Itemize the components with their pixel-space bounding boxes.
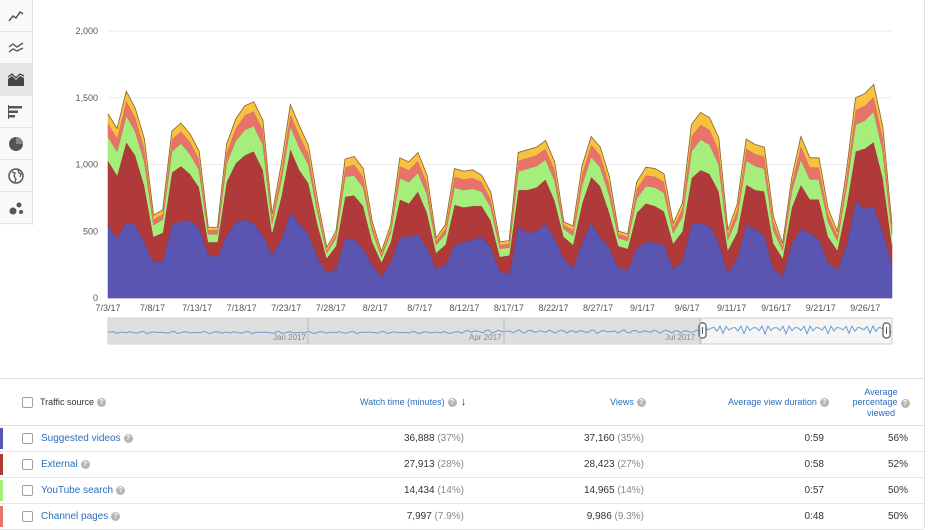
stacked-area-chart-button[interactable] — [0, 64, 32, 96]
select-all-checkbox[interactable] — [22, 397, 33, 408]
help-icon[interactable]: ? — [900, 398, 910, 408]
series-line-other — [107, 83, 893, 253]
traffic-source-link[interactable]: Channel pages? — [41, 504, 121, 529]
table-row[interactable]: YouTube search? 14,434 (14%) 14,965 (14%) 0… — [0, 478, 924, 504]
x-tick-label: 9/21/17 — [806, 303, 836, 313]
average-percentage-viewed-value: 50% — [887, 485, 908, 496]
average-percentage-viewed-value: 50% — [887, 511, 908, 522]
traffic-source-link[interactable]: Suggested videos? — [41, 426, 133, 451]
y-tick-label: 0 — [93, 293, 98, 303]
header-views[interactable]: Views? — [610, 379, 646, 425]
series-color-indicator — [0, 480, 3, 501]
bubble-chart-button[interactable] — [0, 192, 32, 224]
x-tick-label: 8/7/17 — [407, 303, 432, 313]
x-tick-label: 9/16/17 — [761, 303, 791, 313]
average-percentage-viewed-value: 56% — [887, 433, 908, 444]
help-icon[interactable]: ? — [116, 486, 126, 495]
x-tick-label: 8/27/17 — [583, 303, 613, 313]
watch-time-value: 36,888 (37%) — [403, 433, 464, 444]
x-tick-label: 8/12/17 — [449, 303, 479, 313]
views-value: 28,423 (27%) — [583, 459, 644, 470]
navigator-unselected-range — [108, 318, 702, 344]
watch-time-value: 14,434 (14%) — [403, 485, 464, 496]
stacked-area-chart-icon — [7, 72, 25, 86]
row-checkbox[interactable] — [22, 459, 33, 470]
traffic-source-link[interactable]: External? — [41, 452, 90, 477]
x-tick-label: 7/18/17 — [227, 303, 257, 313]
x-tick-label: 7/13/17 — [182, 303, 212, 313]
average-view-duration-value: 0:48 — [804, 511, 824, 522]
panel-border — [924, 0, 925, 529]
help-icon[interactable]: ? — [819, 397, 829, 407]
pie-chart-button[interactable] — [0, 128, 32, 160]
x-tick-label: 8/17/17 — [494, 303, 524, 313]
y-tick-label: 1,000 — [75, 160, 98, 170]
table-row[interactable]: External? 27,913 (28%) 28,423 (27%) 0:58 52% — [0, 452, 924, 478]
navigator-period-label: Apr 2017 — [469, 333, 502, 342]
x-tick-label: 8/2/17 — [363, 303, 388, 313]
globe-map-icon — [8, 167, 24, 184]
chart-type-toolbar — [0, 0, 33, 225]
header-watch-time[interactable]: Watch time (minutes)? ↓ — [360, 396, 467, 408]
table-body: Suggested videos? 36,888 (37%) 37,160 (35%… — [0, 426, 924, 530]
x-tick-label: 9/26/17 — [850, 303, 880, 313]
multi-line-chart-button[interactable] — [0, 32, 32, 64]
row-checkbox[interactable] — [22, 433, 33, 444]
average-view-duration-value: 0:57 — [804, 485, 824, 496]
header-average-view-duration[interactable]: Average view duration? — [728, 379, 829, 425]
help-icon[interactable]: ? — [97, 397, 107, 407]
x-tick-label: 7/23/17 — [271, 303, 301, 313]
traffic-source-link[interactable]: YouTube search? — [41, 478, 126, 503]
traffic-chart: 0 500 1,000 1,500 2,000 7/3/17 7/8/17 7/13/17 7/… — [32, 0, 927, 360]
series-color-indicator — [0, 428, 3, 449]
views-value: 9,986 (9.3%) — [586, 511, 644, 522]
x-tick-label: 9/1/17 — [630, 303, 655, 313]
views-value: 37,160 (35%) — [583, 433, 644, 444]
map-chart-button[interactable] — [0, 160, 32, 192]
help-icon[interactable]: ? — [636, 397, 646, 407]
x-tick-label: 9/6/17 — [675, 303, 700, 313]
row-checkbox[interactable] — [22, 511, 33, 522]
table-header: Traffic source? Watch time (minutes)? ↓ … — [0, 379, 924, 426]
x-tick-label: 7/28/17 — [316, 303, 346, 313]
sort-descending-icon[interactable]: ↓ — [460, 396, 467, 408]
multi-line-chart-icon — [8, 41, 24, 53]
header-traffic-source[interactable]: Traffic source? — [40, 379, 107, 425]
table-row[interactable]: Channel pages? 7,997 (7.9%) 9,986 (9.3%) 0:… — [0, 504, 924, 530]
row-checkbox[interactable] — [22, 485, 33, 496]
stacked-area-chart: 0 500 1,000 1,500 2,000 7/3/17 7/8/17 7/13/17 7/… — [75, 26, 893, 345]
help-icon[interactable]: ? — [123, 434, 133, 443]
y-tick-label: 2,000 — [75, 26, 98, 36]
y-tick-label: 500 — [83, 226, 98, 236]
help-icon[interactable]: ? — [111, 512, 121, 521]
table-row[interactable]: Suggested videos? 36,888 (37%) 37,160 (35%… — [0, 426, 924, 452]
series-color-indicator — [0, 454, 3, 475]
y-tick-label: 1,500 — [75, 93, 98, 103]
pie-chart-icon — [9, 136, 23, 151]
navigator-series-line — [107, 324, 892, 336]
bar-chart-button[interactable] — [0, 96, 32, 128]
watch-time-value: 27,913 (28%) — [403, 459, 464, 470]
series-color-indicator — [0, 506, 3, 527]
line-chart-button[interactable] — [0, 0, 32, 32]
header-average-percentage-viewed[interactable]: Average percentage? viewed — [848, 379, 914, 425]
traffic-source-table: Traffic source? Watch time (minutes)? ↓ … — [0, 378, 924, 530]
x-tick-label: 7/3/17 — [95, 303, 120, 313]
x-tick-label: 9/11/17 — [717, 303, 746, 313]
views-value: 14,965 (14%) — [583, 485, 644, 496]
help-icon[interactable]: ? — [80, 460, 90, 469]
watch-time-value: 7,997 (7.9%) — [406, 511, 464, 522]
average-view-duration-value: 0:58 — [804, 459, 824, 470]
x-tick-label: 8/22/17 — [538, 303, 568, 313]
x-tick-label: 7/8/17 — [140, 303, 165, 313]
line-chart-icon — [8, 10, 24, 21]
navigator-period-label: Jan 2017 — [273, 333, 306, 342]
average-view-duration-value: 0:59 — [804, 433, 824, 444]
bubble-chart-icon — [9, 202, 23, 214]
bar-chart-icon — [8, 104, 22, 119]
average-percentage-viewed-value: 52% — [887, 459, 908, 470]
help-icon[interactable]: ? — [447, 397, 457, 407]
navigator-period-label: Jul 2017 — [665, 333, 696, 342]
